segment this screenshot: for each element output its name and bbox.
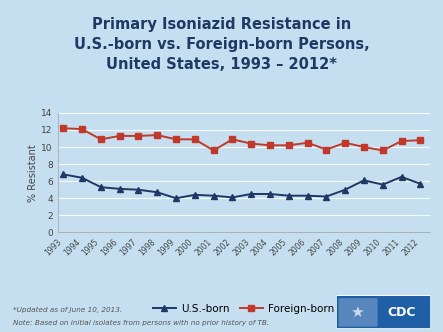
Text: Primary Isoniazid Resistance in
U.S.-born vs. Foreign-born Persons,
United State: Primary Isoniazid Resistance in U.S.-bor… — [74, 17, 369, 72]
FancyBboxPatch shape — [333, 295, 433, 329]
Text: CDC: CDC — [388, 305, 416, 319]
Y-axis label: % Resistant: % Resistant — [28, 144, 39, 202]
Text: *Updated as of June 10, 2013.: *Updated as of June 10, 2013. — [13, 307, 122, 313]
FancyBboxPatch shape — [338, 298, 377, 327]
Legend: U.S.-born, Foreign-born: U.S.-born, Foreign-born — [149, 300, 338, 318]
Text: ★: ★ — [350, 304, 364, 320]
Text: Note: Based on initial isolates from persons with no prior history of TB.: Note: Based on initial isolates from per… — [13, 320, 269, 326]
